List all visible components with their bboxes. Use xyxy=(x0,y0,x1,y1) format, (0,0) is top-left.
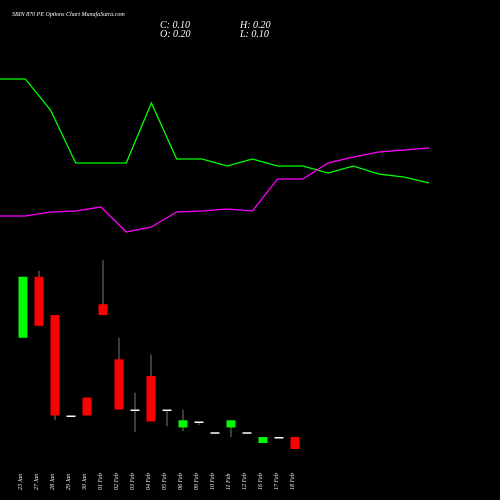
chart-title: SBIN 870 PE Options Chart MunafaSutra.co… xyxy=(12,11,125,18)
candle-body xyxy=(146,376,156,422)
x-tick-label: 30 Jan xyxy=(82,474,88,491)
x-tick-label: 05 Feb xyxy=(162,473,168,490)
candle-body xyxy=(242,432,252,434)
indicator-line xyxy=(0,78,430,184)
x-tick-label: 17 Feb xyxy=(274,473,280,490)
candle-body xyxy=(258,437,268,444)
close-label: C: 0.10 xyxy=(160,20,190,31)
high-label: H: 0.20 xyxy=(239,20,271,31)
x-tick-label: 04 Feb xyxy=(145,473,152,490)
x-tick-label: 23 Jan xyxy=(18,474,24,490)
candle-body xyxy=(290,437,300,449)
open-label: O: 0.20 xyxy=(160,29,191,40)
candle-body xyxy=(114,359,124,410)
x-tick-label: 02 Feb xyxy=(114,473,120,490)
candle-body xyxy=(226,420,236,428)
x-tick-label: 10 Feb xyxy=(210,473,216,490)
candle-body xyxy=(178,420,188,428)
candle-body xyxy=(66,415,76,418)
candle-body xyxy=(274,437,284,439)
x-tick-label: 09 Feb xyxy=(194,473,200,490)
x-tick-label: 29 Jan xyxy=(66,474,72,490)
x-tick-label: 18 Feb xyxy=(290,473,296,490)
candle-body xyxy=(82,397,92,416)
candle-body xyxy=(210,432,220,434)
candle-body xyxy=(130,409,140,412)
x-tick-label: 27 Jan xyxy=(34,474,40,490)
x-tick-label: 11 Feb xyxy=(226,474,232,490)
candle-body xyxy=(98,304,108,316)
x-tick-label: 03 Feb xyxy=(130,473,136,490)
indicator-line xyxy=(0,147,430,233)
candle-body xyxy=(194,421,204,423)
low-label: L: 0.10 xyxy=(239,29,269,40)
x-tick-label: 01 Feb xyxy=(98,473,104,490)
candle-body xyxy=(34,276,44,326)
x-tick-label: 06 Feb xyxy=(178,473,184,490)
candle-body xyxy=(18,276,28,338)
x-tick-label: 28 Jan xyxy=(50,474,56,490)
x-tick-label: 16 Feb xyxy=(258,473,264,490)
candle-body xyxy=(162,409,172,412)
x-tick-label: 12 Feb xyxy=(242,473,248,490)
candle-body xyxy=(50,315,60,416)
